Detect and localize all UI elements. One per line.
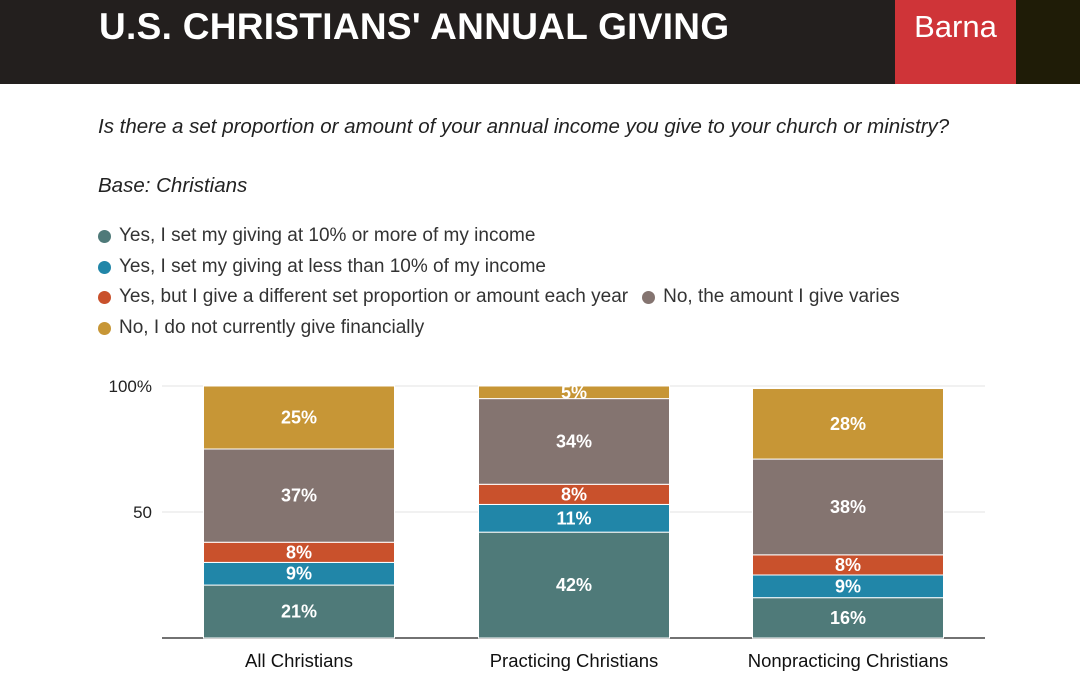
survey-question: Is there a set proportion or amount of y… xyxy=(98,115,950,138)
legend-item: No, I do not currently give financially xyxy=(98,317,424,339)
legend-row-4: No, I do not currently give financially xyxy=(98,317,438,339)
legend-label: No, I do not currently give financially xyxy=(119,317,425,338)
bar-segment xyxy=(752,458,944,556)
legend-row-3: Yes, but I give a different set proporti… xyxy=(98,286,914,308)
legend-label: Yes, but I give a different set proporti… xyxy=(119,286,629,307)
category-label: Nonpracticing Christians xyxy=(748,650,949,671)
bar-segment xyxy=(203,584,395,639)
y-tick-label: 50 xyxy=(133,503,152,522)
category-label: Practicing Christians xyxy=(490,650,659,671)
data-label: 34% xyxy=(556,431,592,451)
category-label: All Christians xyxy=(245,650,353,671)
legend-row-2: Yes, I set my giving at less than 10% of… xyxy=(98,256,560,278)
data-label: 38% xyxy=(830,497,866,517)
legend-row-1: Yes, I set my giving at 10% or more of m… xyxy=(98,225,549,247)
survey-base: Base: Christians xyxy=(98,174,248,197)
y-tick-label: 100% xyxy=(109,377,152,396)
data-label: 21% xyxy=(281,602,317,622)
legend-dot-icon xyxy=(98,290,111,304)
legend-label: Yes, I set my giving at 10% or more of m… xyxy=(119,225,536,246)
data-label: 8% xyxy=(286,542,312,562)
data-label: 37% xyxy=(281,486,317,506)
chart-title: U.S. CHRISTIANS' ANNUAL GIVING xyxy=(99,6,730,47)
bar-segment xyxy=(203,385,395,450)
data-label: 9% xyxy=(835,576,861,596)
brand-logo: Barna xyxy=(895,0,1016,84)
data-label: 8% xyxy=(835,555,861,575)
bar-segment xyxy=(478,385,670,400)
bar-segment xyxy=(752,597,944,639)
legend-label: No, the amount I give varies xyxy=(663,286,900,307)
data-label: 11% xyxy=(556,508,591,528)
data-label: 9% xyxy=(286,564,312,584)
legend-dot-icon xyxy=(98,229,111,243)
legend-label: Yes, I set my giving at less than 10% of… xyxy=(119,256,546,277)
data-label: 28% xyxy=(830,414,866,434)
header-right-strip xyxy=(1016,0,1080,84)
bar-segment xyxy=(478,503,670,533)
legend-item: Yes, I set my giving at less than 10% of… xyxy=(98,256,546,278)
data-label: 5% xyxy=(561,382,587,402)
legend-item: No, the amount I give varies xyxy=(642,286,900,308)
data-label: 42% xyxy=(556,575,592,595)
legend-item: Yes, but I give a different set proporti… xyxy=(98,286,628,308)
legend-dot-icon xyxy=(98,260,111,274)
data-label: 25% xyxy=(281,408,317,428)
bar-segment xyxy=(478,531,670,639)
bar-segment xyxy=(752,388,944,460)
bar-segment xyxy=(478,398,670,485)
legend-dot-icon xyxy=(98,321,111,335)
legend-item: Yes, I set my giving at 10% or more of m… xyxy=(98,225,535,247)
bar-segment xyxy=(203,448,395,543)
data-label: 8% xyxy=(561,484,587,504)
data-label: 16% xyxy=(830,608,866,628)
legend-dot-icon xyxy=(642,290,656,304)
